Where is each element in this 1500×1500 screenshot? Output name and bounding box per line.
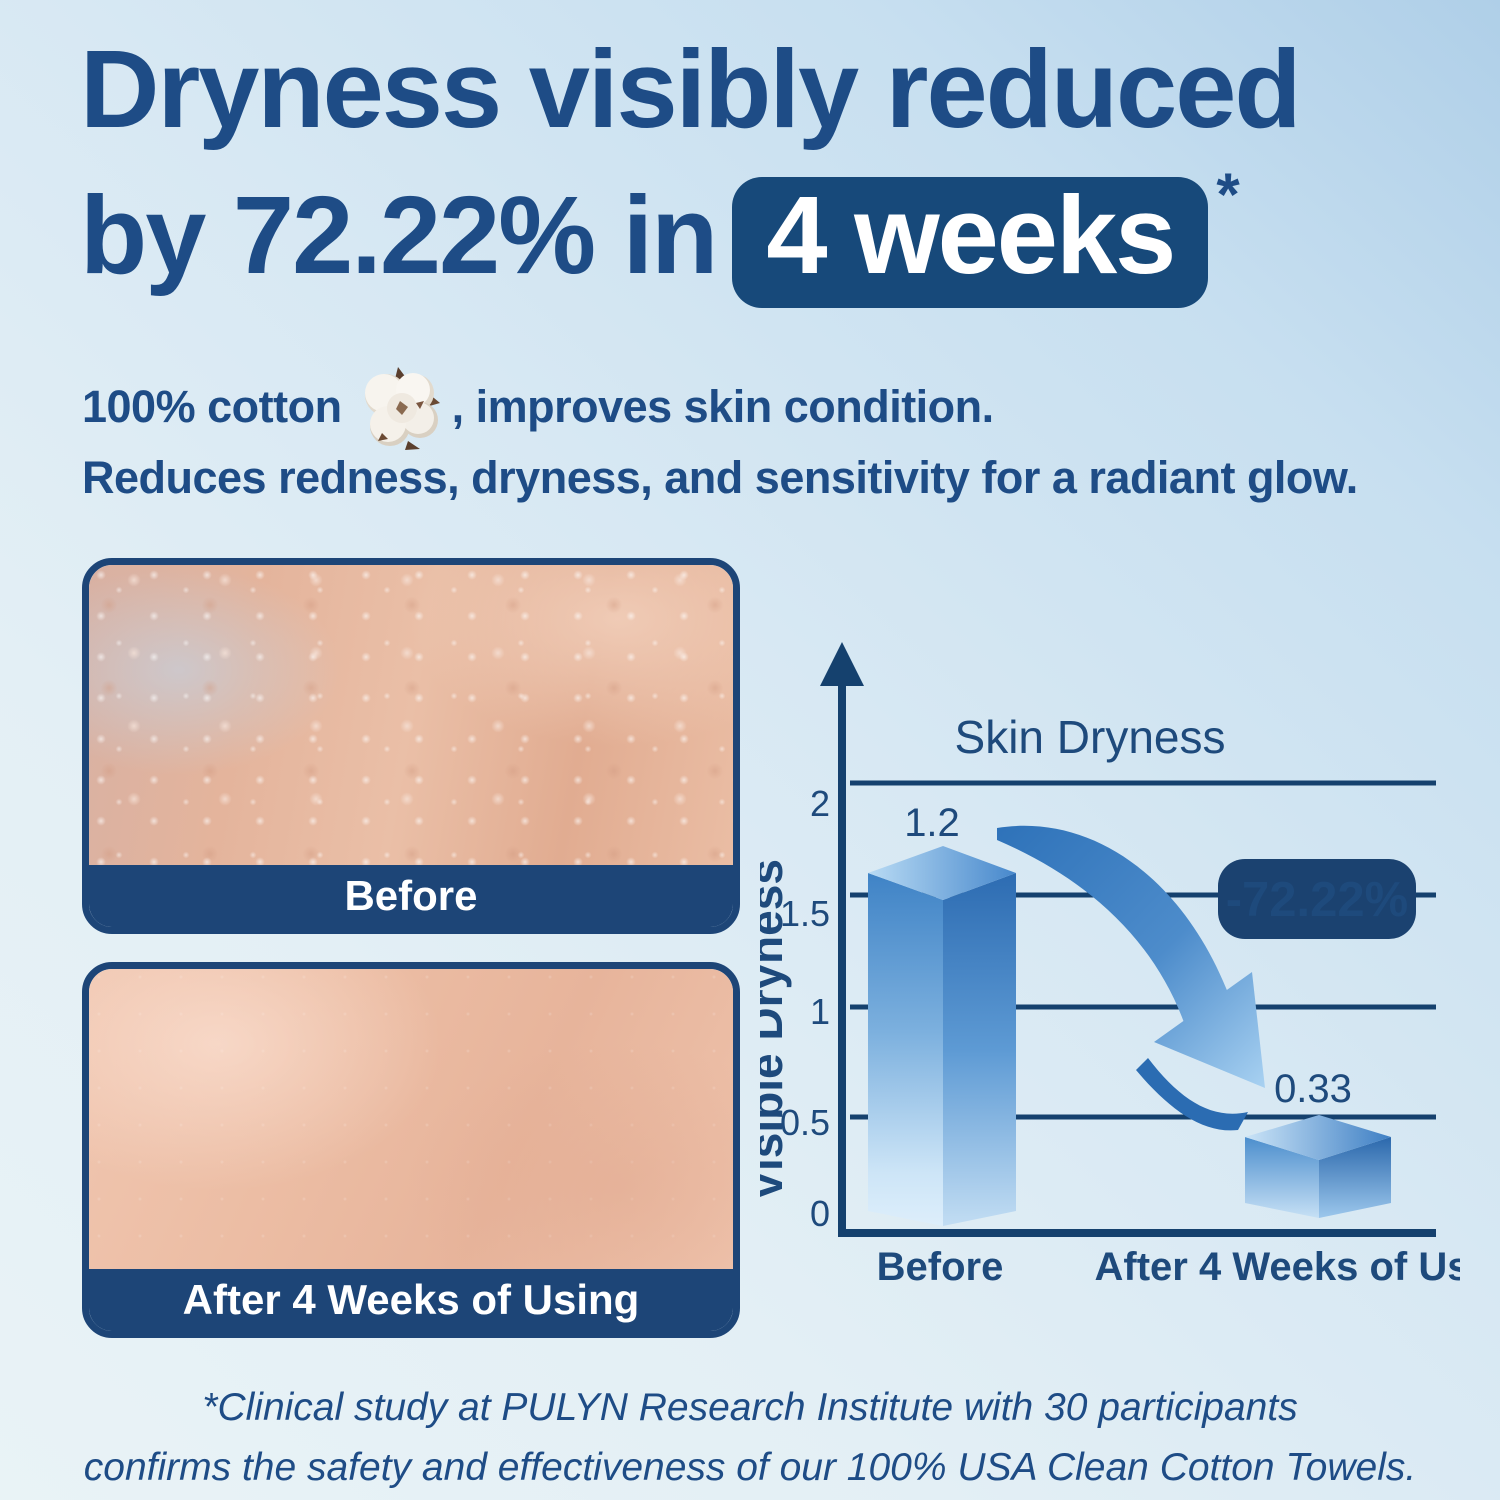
percent-change-badge: -72.22% [1218,859,1416,939]
chart-title: Skin Dryness [955,711,1226,763]
percent-change-value: -72.22% [1226,873,1409,927]
intro-copy: 100% cotton , improves skin condition. [82,367,1492,504]
before-caption-band: Before [89,865,733,927]
after-caption-band: After 4 Weeks of Using [89,1269,733,1331]
bar-after [1245,1115,1391,1218]
footnote: *Clinical study at PULYN Research Instit… [0,1378,1500,1499]
headline-line1: Dryness visibly reduced [80,28,1302,151]
skin-dryness-chart: Skin Dryness Visible Dryness 2 1.5 1 0.5… [760,642,1460,1289]
axes [838,674,1436,1237]
y-tick-1-5: 1.5 [780,893,830,934]
before-skin-photo [89,565,733,865]
y-tick-0-5: 0.5 [780,1102,830,1143]
footnote-line1: *Clinical study at PULYN Research Instit… [202,1386,1298,1429]
footnote-line2: confirms the safety and effectiveness of… [83,1446,1417,1490]
headline-asterisk: * [1216,161,1239,229]
y-axis-arrow-icon [820,642,864,686]
headline-line2-text: by 72.22% in [80,174,718,298]
x-label-before: Before [877,1245,1004,1289]
bar-after-value: 0.33 [1274,1067,1352,1111]
intro-line1: 100% cotton , improves skin condition. [82,367,1492,450]
intro-line1-prefix: 100% cotton [82,381,342,432]
x-category-labels: Before After 4 Weeks of Using [877,1245,1460,1289]
intro-line2: Reduces redness, dryness, and sensitivit… [82,452,1358,503]
headline-line2: by 72.22% in 4 weeks * [80,158,1500,309]
y-axis-title: Visible Dryness [760,859,792,1201]
intro-line1-suffix: , improves skin condition. [451,381,995,432]
x-label-after: After 4 Weeks of Using [1095,1245,1460,1289]
headline: Dryness visibly reduced by 72.22% in 4 we… [80,22,1500,309]
y-tick-1: 1 [810,991,830,1032]
headline-4weeks-badge: 4 weeks [732,177,1209,309]
before-caption: Before [344,872,478,919]
decrease-arrow-icon [997,825,1265,1131]
y-tick-labels: 2 1.5 1 0.5 0 [780,783,830,1234]
after-skin-photo [89,969,733,1269]
cotton-flower-icon [364,367,440,450]
after-card: After 4 Weeks of Using [82,962,740,1338]
bar-before-value: 1.2 [904,801,960,845]
y-tick-2: 2 [810,783,830,824]
after-caption: After 4 Weeks of Using [182,1276,640,1323]
before-card: Before [82,558,740,934]
y-tick-0: 0 [810,1193,830,1234]
bar-before [868,846,1016,1226]
